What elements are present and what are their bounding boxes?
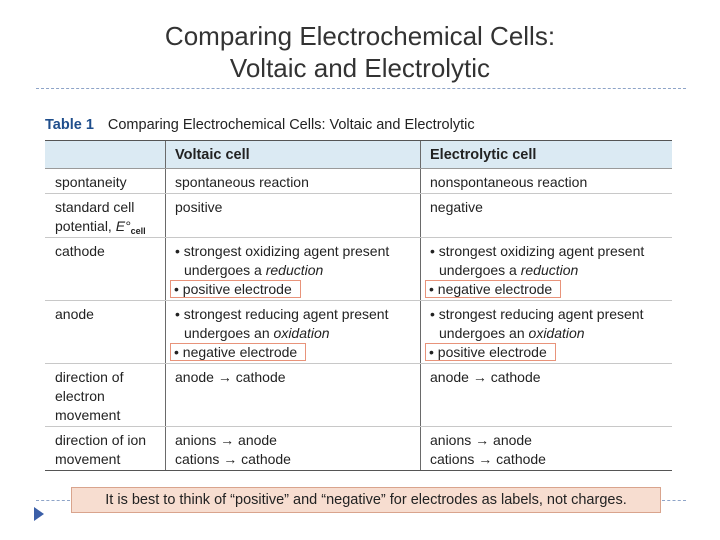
header-cell-voltaic: Voltaic cell xyxy=(165,141,420,168)
emphasis-text: reduction xyxy=(520,262,579,278)
voltaic-cell: positive xyxy=(165,194,420,237)
highlighted-electrode-label: • negative electrode xyxy=(170,343,307,361)
slide-title-line-2: Voltaic and Electrolytic xyxy=(229,53,491,83)
electrolytic-cell: nonspontaneous reaction xyxy=(420,169,672,193)
callout-note: It is best to think of “positive” and “n… xyxy=(71,487,661,513)
table-title: Comparing Electrochemical Cells: Voltaic… xyxy=(107,117,475,133)
table-row-electron-movement: direction of electron movement anode → c… xyxy=(45,364,672,427)
header-cell-empty xyxy=(45,141,165,168)
highlighted-electrode-label: • positive electrode xyxy=(425,343,556,361)
label-line: movement xyxy=(55,407,121,423)
cell-text: undergoes a xyxy=(439,262,521,278)
electrolytic-cell: anode → cathode xyxy=(420,364,672,426)
emphasis-text: oxidation xyxy=(528,325,585,341)
row-label: direction of ion movement xyxy=(45,427,165,470)
voltaic-cell: anions → anode cations → cathode xyxy=(165,427,420,470)
cell-text: undergoes an xyxy=(439,325,529,341)
footer-divider-right xyxy=(662,500,686,501)
footer-divider-left xyxy=(36,500,70,501)
voltaic-cell: • strongest oxidizing agent present unde… xyxy=(165,238,420,300)
electrolytic-cell: • strongest oxidizing agent present unde… xyxy=(420,238,672,300)
table-row-potential: standard cell potential, E°cell positive… xyxy=(45,194,672,238)
cell-line: • strongest reducing agent present xyxy=(430,306,644,322)
comparison-table: Voltaic cell Electrolytic cell spontanei… xyxy=(45,140,672,471)
cell-line: cations → cathode xyxy=(430,451,546,467)
cell-line: undergoes an oxidation xyxy=(430,324,666,343)
cell-line: • strongest oxidizing agent present xyxy=(430,243,645,259)
voltaic-cell: • strongest reducing agent present under… xyxy=(165,301,420,363)
cell-text: undergoes a xyxy=(184,262,266,278)
row-label: spontaneity xyxy=(55,174,127,190)
cell-text: undergoes an xyxy=(184,325,274,341)
row-label: anode xyxy=(55,306,94,322)
row-label: cathode xyxy=(55,243,105,259)
table-header-row: Voltaic cell Electrolytic cell xyxy=(45,141,672,169)
electrolytic-cell: • strongest reducing agent present under… xyxy=(420,301,672,363)
voltaic-cell: anode → cathode xyxy=(165,364,420,426)
label-line: direction of ion xyxy=(55,432,147,448)
triangle-bullet-icon xyxy=(34,507,44,521)
cell-line: undergoes an oxidation xyxy=(175,324,414,343)
electrolytic-cell: negative xyxy=(420,194,672,237)
cell-line: anions → anode xyxy=(430,432,532,448)
cell-line: cations → cathode xyxy=(175,451,291,467)
header-cell-electrolytic: Electrolytic cell xyxy=(420,141,672,168)
potential-subscript: cell xyxy=(130,226,146,236)
table-row-ion-movement: direction of ion movement anions → anode… xyxy=(45,427,672,470)
highlighted-electrode-label: • negative electrode xyxy=(425,280,562,298)
emphasis-text: oxidation xyxy=(273,325,330,341)
label-line: potential, E°cell xyxy=(55,217,159,238)
label-line: movement xyxy=(55,451,121,467)
table-number: Table 1 xyxy=(45,117,94,133)
electrolytic-cell: anions → anode cations → cathode xyxy=(420,427,672,470)
voltaic-cell: spontaneous reaction xyxy=(165,169,420,193)
table-row-spontaneity: spontaneity spontaneous reaction nonspon… xyxy=(45,169,672,194)
table-caption: Table 1 Comparing Electrochemical Cells: … xyxy=(45,117,475,133)
cell-line: undergoes a reduction xyxy=(175,261,414,280)
row-label: standard cell potential, E°cell xyxy=(45,194,165,237)
slide-title-line-1: Comparing Electrochemical Cells: xyxy=(164,21,556,51)
label-line: direction of xyxy=(55,369,124,385)
highlighted-electrode-label: • positive electrode xyxy=(170,280,301,298)
label-text: potential, xyxy=(55,218,116,234)
cell-line: • strongest oxidizing agent present xyxy=(175,243,390,259)
slide-title: Comparing Electrochemical Cells: Voltaic… xyxy=(0,20,720,84)
title-divider xyxy=(36,88,686,89)
emphasis-text: reduction xyxy=(265,262,324,278)
label-line: standard cell xyxy=(55,199,135,215)
cell-line: anions → anode xyxy=(175,432,277,448)
cell-line: • strongest reducing agent present xyxy=(175,306,389,322)
table-row-anode: anode • strongest reducing agent present… xyxy=(45,301,672,364)
table-row-cathode: cathode • strongest oxidizing agent pres… xyxy=(45,238,672,301)
cell-line: undergoes a reduction xyxy=(430,261,666,280)
row-label: direction of electron movement xyxy=(45,364,165,426)
potential-symbol: E° xyxy=(115,218,131,234)
label-line: electron xyxy=(55,388,105,404)
